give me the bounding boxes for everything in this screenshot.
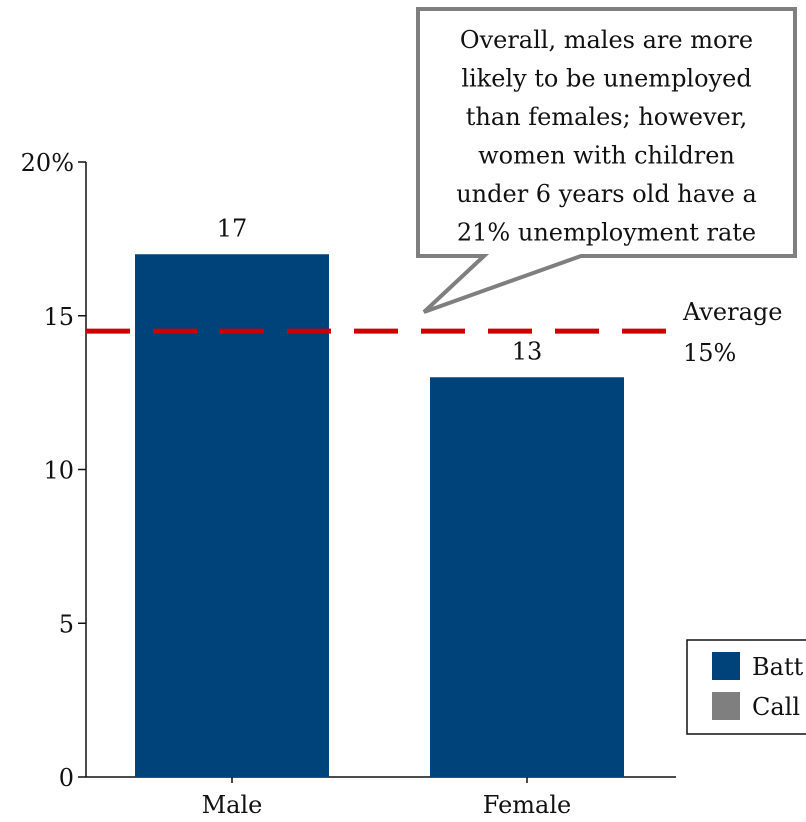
- legend: Batt Call: [686, 639, 806, 735]
- y-tick-label: 15: [43, 303, 74, 331]
- y-tick-label: 5: [59, 610, 74, 638]
- bar-data-label: 13: [512, 337, 543, 365]
- y-tick-label: 20%: [21, 149, 74, 177]
- callout-text-line: than females; however,: [466, 103, 747, 131]
- callout-text-line: Overall, males are more: [460, 26, 753, 54]
- legend-label: Batt: [752, 653, 804, 681]
- callout-text-line: women with children: [478, 142, 735, 170]
- callout-text-line: likely to be unemployed: [461, 65, 751, 93]
- bar-data-label: 17: [217, 214, 248, 242]
- legend-box: [686, 639, 806, 735]
- legend-swatch: [712, 692, 740, 720]
- x-tick-label: Male: [202, 791, 263, 819]
- annotation-callout: Overall, males are more likely to be unem…: [416, 7, 797, 314]
- average-value-label: 15%: [683, 339, 736, 367]
- callout-text-line: under 6 years old have a: [456, 180, 757, 208]
- bars: 17 Male 13 Female: [135, 214, 624, 819]
- callout-box: [416, 7, 797, 314]
- y-tick-label: 0: [59, 764, 74, 792]
- y-tick-label: 10: [43, 457, 74, 485]
- average-reference-line: Average 15%: [86, 298, 782, 367]
- bar-male: [135, 254, 329, 777]
- callout-text-line: 21% unemployment rate: [457, 219, 756, 247]
- average-label: Average: [682, 298, 782, 326]
- bar-female: [430, 377, 624, 777]
- x-tick-label: Female: [483, 791, 572, 819]
- legend-label: Call: [752, 693, 800, 721]
- legend-swatch: [712, 652, 740, 680]
